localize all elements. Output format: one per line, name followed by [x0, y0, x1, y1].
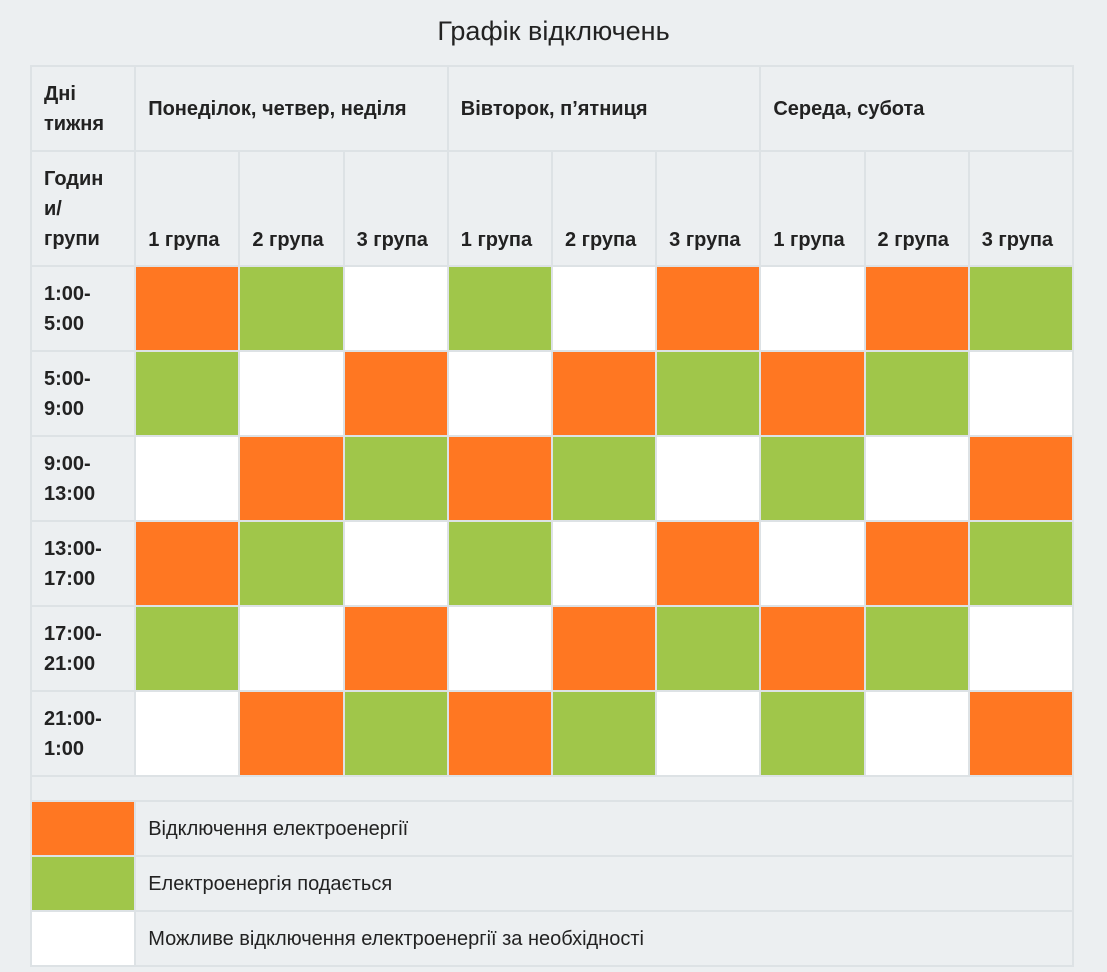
group-header: 1 група — [759, 150, 866, 267]
status-cell-off — [550, 605, 658, 692]
spacer-cell — [30, 775, 1074, 802]
status-cell-maybe — [759, 520, 866, 607]
status-cell-on — [446, 520, 553, 607]
legend-row: Можливе відключення електроенергії за не… — [29, 910, 1074, 967]
status-cell-maybe — [134, 690, 241, 777]
status-cell-maybe — [238, 350, 345, 437]
legend-label: Відключення електроенергії — [134, 800, 1074, 857]
legend-swatch-maybe — [29, 910, 137, 967]
status-cell-off — [967, 435, 1074, 522]
status-cell-off — [759, 350, 866, 437]
status-cell-on — [550, 690, 658, 777]
header-row-days: Дні тижня Понеділок, четвер, неділя Вівт… — [29, 65, 1074, 152]
group-header: 2 група — [238, 150, 345, 267]
status-cell-on — [342, 690, 449, 777]
table-row: 9:00- 13:00 — [29, 435, 1074, 522]
status-cell-off — [342, 605, 449, 692]
status-cell-maybe — [655, 435, 762, 522]
page-title: Графік відключень — [437, 16, 670, 46]
group-header: 2 група — [550, 150, 658, 267]
status-cell-maybe — [967, 350, 1074, 437]
status-cell-off — [863, 265, 970, 352]
legend-row: Електроенергія подається — [29, 855, 1074, 912]
group-header: 3 група — [342, 150, 449, 267]
day-group-header: Вівторок, п’ятниця — [446, 65, 762, 152]
status-cell-maybe — [550, 520, 658, 607]
status-cell-maybe — [550, 265, 658, 352]
table-row: 13:00- 17:00 — [29, 520, 1074, 607]
status-cell-off — [134, 520, 241, 607]
status-cell-off — [446, 690, 553, 777]
legend-swatch-off — [29, 800, 137, 857]
time-slot: 21:00- 1:00 — [29, 690, 137, 777]
group-header: 1 група — [446, 150, 553, 267]
time-slot: 13:00- 17:00 — [29, 520, 137, 607]
status-cell-off — [238, 435, 345, 522]
status-cell-on — [134, 605, 241, 692]
time-slot: 5:00- 9:00 — [29, 350, 137, 437]
status-cell-off — [238, 690, 345, 777]
status-cell-off — [655, 265, 762, 352]
status-cell-off — [342, 350, 449, 437]
status-cell-on — [863, 350, 970, 437]
status-cell-on — [759, 690, 866, 777]
status-cell-on — [342, 435, 449, 522]
status-cell-maybe — [134, 435, 241, 522]
days-label: Дні тижня — [29, 65, 137, 152]
status-cell-off — [550, 350, 658, 437]
hours-label: Годин и/ групи — [29, 150, 137, 267]
status-cell-on — [134, 350, 241, 437]
status-cell-maybe — [759, 265, 866, 352]
time-slot: 1:00- 5:00 — [29, 265, 137, 352]
status-cell-on — [655, 605, 762, 692]
group-header: 2 група — [863, 150, 970, 267]
spacer-row — [30, 775, 1074, 802]
status-cell-maybe — [342, 265, 449, 352]
day-group-header: Понеділок, четвер, неділя — [134, 65, 449, 152]
status-cell-on — [759, 435, 866, 522]
status-cell-on — [446, 265, 553, 352]
legend-label: Можливе відключення електроенергії за не… — [134, 910, 1074, 967]
table-row: 5:00- 9:00 — [29, 350, 1074, 437]
time-slot: 9:00- 13:00 — [29, 435, 137, 522]
header-row-groups: Годин и/ групи 1 група 2 група 3 група 1 гр… — [29, 150, 1074, 267]
status-cell-maybe — [446, 350, 553, 437]
status-cell-maybe — [863, 435, 970, 522]
status-cell-on — [967, 265, 1074, 352]
status-cell-maybe — [967, 605, 1074, 692]
status-cell-off — [446, 435, 553, 522]
day-group-header: Середа, субота — [759, 65, 1074, 152]
status-cell-off — [134, 265, 241, 352]
status-cell-on — [238, 520, 345, 607]
group-header: 1 група — [134, 150, 241, 267]
status-cell-on — [967, 520, 1074, 607]
status-cell-maybe — [446, 605, 553, 692]
status-cell-on — [550, 435, 658, 522]
status-cell-off — [655, 520, 762, 607]
status-cell-on — [863, 605, 970, 692]
legend-row: Відключення електроенергії — [29, 800, 1074, 857]
status-cell-maybe — [863, 690, 970, 777]
status-cell-on — [238, 265, 345, 352]
legend-label: Електроенергія подається — [134, 855, 1074, 912]
status-cell-maybe — [342, 520, 449, 607]
table-row: 17:00- 21:00 — [29, 605, 1074, 692]
status-cell-maybe — [238, 605, 345, 692]
status-cell-on — [655, 350, 762, 437]
status-cell-maybe — [655, 690, 762, 777]
status-cell-off — [759, 605, 866, 692]
status-cell-off — [967, 690, 1074, 777]
outage-schedule-table: Дні тижня Понеділок, четвер, неділя Вівт… — [29, 65, 1074, 967]
table-row: 21:00- 1:00 — [29, 690, 1074, 777]
legend-swatch-on — [29, 855, 137, 912]
status-cell-off — [863, 520, 970, 607]
group-header: 3 група — [967, 150, 1074, 267]
time-slot: 17:00- 21:00 — [29, 605, 137, 692]
group-header: 3 група — [655, 150, 762, 267]
table-row: 1:00- 5:00 — [29, 265, 1074, 352]
